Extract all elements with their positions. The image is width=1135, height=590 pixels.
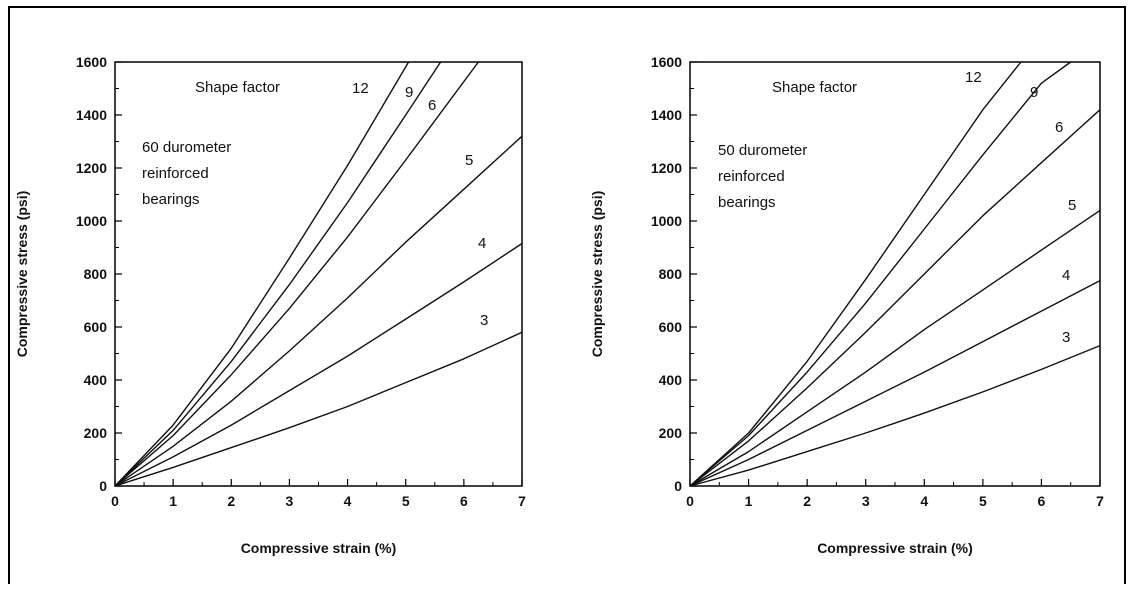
- series-line-sf-5: [114, 135, 523, 487]
- y-tick-label: 200: [659, 425, 683, 441]
- series-line-sf-6: [114, 61, 479, 487]
- x-tick-label: 2: [227, 493, 235, 509]
- y-tick-label: 800: [659, 266, 683, 282]
- y-tick-label: 1200: [651, 160, 682, 176]
- series-line-sf-4: [114, 242, 523, 487]
- series-label-sf-3: 3: [480, 312, 488, 329]
- x-tick-label: 1: [745, 493, 753, 509]
- y-tick-label: 800: [84, 266, 108, 282]
- annotation-line: reinforced: [142, 165, 209, 182]
- series-label-sf-3: 3: [1062, 329, 1070, 346]
- annotation-line: 50 durometer: [718, 142, 807, 159]
- x-tick-label: 7: [518, 493, 526, 509]
- y-tick-label: 0: [674, 478, 682, 494]
- plot-area: [114, 61, 523, 487]
- legend-title: Shape factor: [772, 79, 857, 96]
- series-label-sf-12: 12: [965, 69, 982, 86]
- series-label-sf-9: 9: [405, 84, 413, 101]
- y-tick-label: 200: [84, 425, 108, 441]
- x-axis-label: Compressive strain (%): [817, 540, 973, 556]
- y-tick-label: 1200: [76, 160, 107, 176]
- x-axis-label: Compressive strain (%): [241, 540, 397, 556]
- series-label-sf-9: 9: [1030, 84, 1038, 101]
- x-tick-label: 1: [169, 493, 177, 509]
- series-line-sf-3: [689, 344, 1101, 487]
- x-tick-label: 5: [979, 493, 987, 509]
- series-line-sf-9: [689, 61, 1072, 487]
- y-tick-label: 1000: [76, 213, 107, 229]
- x-tick-label: 0: [111, 493, 119, 509]
- series-label-sf-5: 5: [1068, 197, 1076, 214]
- y-tick-label: 0: [99, 478, 107, 494]
- y-tick-label: 1600: [651, 54, 682, 70]
- legend-title: Shape factor: [195, 79, 280, 96]
- y-tick-label: 600: [84, 319, 108, 335]
- y-axis-label: Compressive stress (psi): [589, 191, 605, 358]
- series-label-sf-4: 4: [1062, 267, 1070, 284]
- series-label-sf-6: 6: [428, 97, 436, 114]
- series-line-sf-6: [689, 109, 1101, 487]
- series-label-sf-6: 6: [1055, 119, 1063, 136]
- x-tick-label: 6: [1038, 493, 1046, 509]
- x-tick-label: 6: [460, 493, 468, 509]
- annotation-line: reinforced: [718, 168, 785, 185]
- annotation-line: bearings: [142, 191, 200, 208]
- x-tick-label: 3: [286, 493, 294, 509]
- series-label-sf-12: 12: [352, 80, 369, 97]
- series-line-sf-12: [114, 61, 410, 487]
- y-tick-label: 400: [84, 372, 108, 388]
- chart-panel-2: 0 1 2 3 4 5 6 702004006008001000120014001600Com…: [589, 54, 1104, 556]
- figure-frame: [8, 6, 1126, 584]
- y-axis-label: Compressive stress (psi): [14, 191, 30, 358]
- x-tick-label: 7: [1096, 493, 1104, 509]
- series-line-sf-3: [114, 331, 523, 487]
- x-tick-label: 4: [344, 493, 352, 509]
- y-tick-label: 1000: [651, 213, 682, 229]
- series-label-sf-5: 5: [465, 152, 473, 169]
- y-tick-label: 400: [659, 372, 683, 388]
- series-line-sf-12: [689, 61, 1022, 487]
- x-tick-label: 2: [803, 493, 811, 509]
- chart-panel-1: 0 1 2 3 4 5 6 702004006008001000120014001600Com…: [14, 54, 526, 556]
- x-tick-label: 5: [402, 493, 410, 509]
- series-line-sf-5: [689, 209, 1101, 487]
- annotation-line: 60 durometer: [142, 139, 231, 156]
- series-label-sf-4: 4: [478, 235, 486, 252]
- x-tick-label: 0: [686, 493, 694, 509]
- series-line-sf-4: [689, 279, 1101, 487]
- y-tick-label: 1400: [76, 107, 107, 123]
- y-tick-label: 600: [659, 319, 683, 335]
- y-tick-label: 1600: [76, 54, 107, 70]
- series-line-sf-9: [114, 61, 442, 487]
- x-tick-label: 3: [862, 493, 870, 509]
- x-tick-label: 4: [920, 493, 928, 509]
- y-tick-label: 1400: [651, 107, 682, 123]
- annotation-line: bearings: [718, 194, 776, 211]
